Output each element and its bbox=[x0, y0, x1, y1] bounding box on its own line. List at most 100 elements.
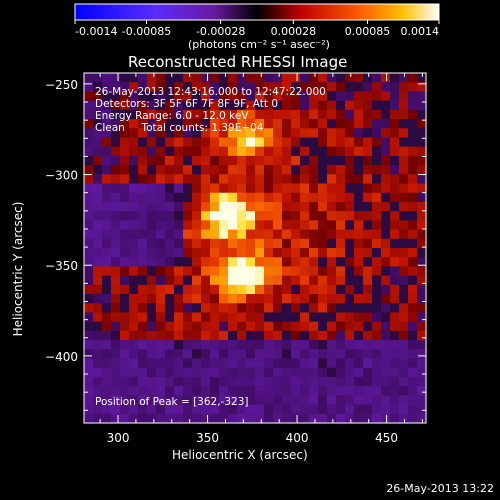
heatmap-cell bbox=[210, 376, 220, 387]
heatmap-cell bbox=[291, 248, 301, 258]
heatmap-cell bbox=[264, 82, 274, 93]
heatmap-cell bbox=[300, 303, 310, 314]
heatmap-cell bbox=[102, 330, 112, 341]
heatmap-cell bbox=[192, 229, 202, 240]
heatmap-cell bbox=[138, 257, 148, 268]
heatmap-cell bbox=[291, 312, 301, 323]
heatmap-cell bbox=[138, 229, 148, 240]
heatmap-cell bbox=[201, 146, 211, 157]
heatmap-cell bbox=[372, 321, 382, 332]
heatmap-cell bbox=[102, 303, 112, 314]
heatmap-cell bbox=[390, 303, 400, 314]
heatmap-cell bbox=[291, 386, 301, 396]
heatmap-cell bbox=[336, 229, 346, 240]
heatmap-cell bbox=[363, 358, 373, 369]
heatmap-cell bbox=[399, 73, 409, 83]
heatmap-cell bbox=[111, 146, 121, 157]
heatmap-cell bbox=[120, 73, 130, 83]
heatmap-cell bbox=[174, 100, 184, 111]
heatmap-cell bbox=[246, 404, 256, 415]
heatmap-cell bbox=[192, 165, 202, 175]
heatmap-cell bbox=[84, 266, 94, 277]
heatmap-cell bbox=[129, 119, 139, 129]
heatmap-cell bbox=[192, 146, 202, 157]
heatmap-cell bbox=[237, 294, 247, 304]
heatmap-cell bbox=[111, 340, 121, 350]
heatmap-cell bbox=[264, 229, 274, 240]
heatmap-cell bbox=[201, 367, 211, 378]
heatmap-cell bbox=[174, 312, 184, 323]
heatmap-cell bbox=[246, 413, 256, 424]
heatmap-cell bbox=[237, 340, 247, 350]
heatmap-cell bbox=[129, 192, 139, 203]
heatmap-cell bbox=[138, 248, 148, 258]
heatmap-cell bbox=[174, 386, 184, 396]
heatmap-cell bbox=[246, 174, 256, 185]
heatmap-cell bbox=[138, 266, 148, 277]
heatmap-cell bbox=[390, 386, 400, 396]
heatmap-cell bbox=[300, 174, 310, 185]
heatmap-cell bbox=[84, 82, 94, 93]
heatmap-cell bbox=[102, 220, 112, 231]
heatmap-cell bbox=[111, 109, 121, 120]
heatmap-cell bbox=[237, 183, 247, 194]
heatmap-cell bbox=[417, 155, 427, 166]
heatmap-cell bbox=[309, 275, 319, 286]
heatmap-cell bbox=[201, 201, 211, 212]
heatmap-cell bbox=[156, 100, 166, 111]
heatmap-cell bbox=[309, 413, 319, 424]
heatmap-cell bbox=[345, 376, 355, 387]
heatmap-cell bbox=[372, 248, 382, 258]
heatmap-cell bbox=[228, 220, 238, 231]
heatmap-cell bbox=[399, 413, 409, 424]
heatmap-cell bbox=[318, 238, 328, 249]
heatmap-cell bbox=[282, 192, 292, 203]
heatmap-cell bbox=[138, 100, 148, 111]
heatmap-cell bbox=[372, 211, 382, 221]
heatmap-cell bbox=[93, 321, 103, 332]
heatmap-cell bbox=[156, 303, 166, 314]
heatmap-cell bbox=[138, 91, 148, 102]
heatmap-cell bbox=[237, 303, 247, 314]
heatmap-cell bbox=[354, 119, 364, 129]
heatmap-cell bbox=[408, 386, 418, 396]
heatmap-cell bbox=[354, 174, 364, 185]
heatmap-cell bbox=[300, 73, 310, 83]
heatmap-cell bbox=[264, 155, 274, 166]
heatmap-cell bbox=[102, 367, 112, 378]
heatmap-cell bbox=[372, 376, 382, 387]
heatmap-cell bbox=[354, 386, 364, 396]
heatmap-cell bbox=[363, 413, 373, 424]
heatmap-cell bbox=[201, 82, 211, 93]
heatmap-cell bbox=[138, 395, 148, 406]
heatmap-cell bbox=[111, 82, 121, 93]
heatmap-cell bbox=[318, 155, 328, 166]
heatmap-cell bbox=[300, 294, 310, 304]
heatmap-cell bbox=[165, 312, 175, 323]
heatmap-cell bbox=[228, 201, 238, 212]
heatmap-cell bbox=[381, 229, 391, 240]
heatmap-cell bbox=[336, 312, 346, 323]
heatmap-cell bbox=[300, 349, 310, 360]
heatmap-cell bbox=[354, 321, 364, 332]
heatmap-cell bbox=[354, 128, 364, 139]
heatmap-cell bbox=[354, 211, 364, 221]
heatmap-cell bbox=[264, 294, 274, 304]
heatmap-cell bbox=[291, 73, 301, 83]
heatmap-cell bbox=[363, 312, 373, 323]
heatmap-cell bbox=[300, 82, 310, 93]
heatmap-cell bbox=[372, 201, 382, 212]
heatmap-cell bbox=[192, 100, 202, 111]
heatmap-cell bbox=[318, 183, 328, 194]
heatmap-cell bbox=[363, 128, 373, 139]
heatmap-cell bbox=[363, 165, 373, 175]
heatmap-cell bbox=[219, 238, 229, 249]
heatmap-cell bbox=[300, 340, 310, 350]
heatmap-cell bbox=[183, 229, 193, 240]
heatmap-cell bbox=[300, 211, 310, 221]
heatmap-cell bbox=[219, 266, 229, 277]
heatmap-cell bbox=[129, 100, 139, 111]
heatmap-cell bbox=[354, 294, 364, 304]
heatmap-cell bbox=[201, 358, 211, 369]
